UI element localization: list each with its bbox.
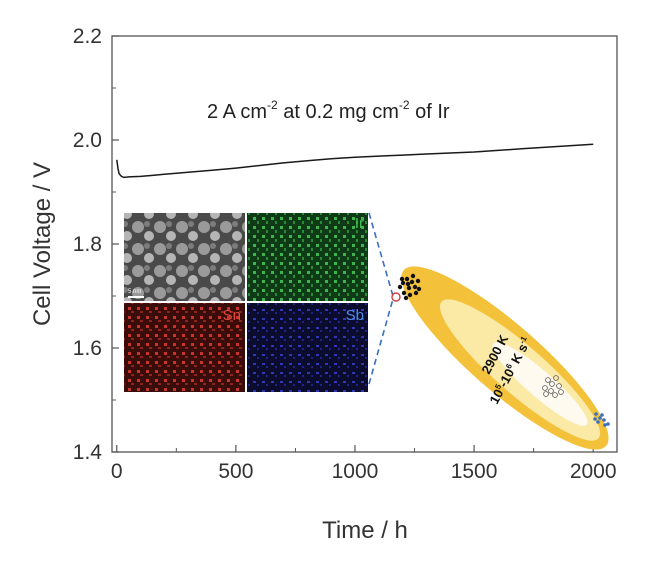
y-axis-title: Cell Voltage / V — [29, 162, 56, 326]
particle-dot — [400, 280, 406, 286]
cooled-dot — [600, 413, 604, 417]
grain-dot — [545, 377, 551, 383]
grain-dot — [542, 385, 548, 391]
particle-dot — [416, 286, 422, 292]
zoom-line-bottom — [368, 298, 394, 385]
y-axis-ticks: 1.4 1.6 1.8 2.0 2.2 — [73, 25, 119, 464]
y-tick-label: 1.4 — [73, 441, 103, 464]
sn-map — [124, 303, 245, 392]
particle-dot — [404, 276, 410, 282]
particle-dot — [415, 278, 421, 284]
grain-dot — [553, 375, 559, 381]
sem-map — [124, 213, 245, 301]
x-axis-title: Time / h — [322, 517, 408, 544]
x-tick-label: 0 — [111, 460, 123, 483]
condition-sup-2: -2 — [399, 98, 410, 112]
ir-map-label: Ir — [355, 215, 364, 232]
particle-cluster — [397, 273, 422, 301]
zoom-line-top — [368, 212, 394, 297]
sb-map-label: Sb — [346, 307, 364, 324]
y-tick-label: 1.8 — [73, 233, 102, 256]
condition-part-1: 2 A cm — [207, 101, 267, 123]
grain-dot — [543, 391, 549, 397]
zoom-target-circle — [391, 292, 401, 302]
y-tick-label: 2.2 — [73, 25, 102, 48]
particle-dot — [406, 285, 412, 291]
cooled-dot — [603, 423, 607, 427]
cooling-ellipse-inner — [492, 342, 588, 426]
grain-dot — [549, 381, 555, 387]
particle-dot — [412, 284, 418, 290]
y-tick-label: 2.0 — [73, 129, 102, 152]
cooled-dot — [593, 417, 597, 421]
particle-dot — [399, 276, 405, 282]
grain-dot — [552, 392, 558, 398]
ir-map — [247, 213, 368, 301]
sn-map-label: Sn — [223, 307, 241, 324]
grain-dot — [548, 388, 554, 394]
cooling-schematic: 2900 K 105-106 K s-1 — [397, 266, 610, 450]
grain-cluster — [542, 375, 564, 398]
particle-dot — [407, 292, 413, 298]
particle-dot — [405, 281, 411, 287]
particle-dot — [397, 284, 403, 290]
condition-annotation: 2 A cm-2 at 0.2 mg cm-2 of Ir — [207, 98, 450, 123]
sb-map — [247, 303, 368, 392]
cooled-dot — [594, 412, 598, 416]
cooled-particle-cluster — [593, 412, 610, 427]
scale-bar-label: 5 nm — [128, 289, 141, 295]
particle-dot — [403, 295, 409, 301]
cooled-dot — [596, 420, 600, 424]
cooled-dot — [598, 416, 602, 420]
cooled-dot — [602, 418, 606, 422]
grain-dot — [556, 383, 562, 389]
particle-dot — [413, 290, 419, 296]
particle-dot — [401, 290, 407, 296]
particle-dot — [409, 279, 415, 285]
x-tick-label: 1500 — [451, 460, 498, 483]
elemental-map-inset: 5 nm Ir Sn Sb — [124, 213, 368, 392]
condition-part-2: at 0.2 mg cm — [278, 101, 399, 123]
x-tick-label: 2000 — [570, 460, 617, 483]
x-tick-label: 1000 — [332, 460, 379, 483]
x-tick-label: 500 — [218, 460, 253, 483]
condition-part-3: of Ir — [410, 101, 450, 123]
grain-dot — [558, 389, 564, 395]
y-tick-label: 1.6 — [73, 337, 102, 360]
particle-dot — [410, 273, 416, 279]
x-axis-ticks: 0 500 1000 1500 2000 — [111, 445, 617, 483]
voltage-series-line — [116, 143, 594, 179]
condition-sup-1: -2 — [267, 98, 278, 112]
cooled-dot — [606, 422, 610, 426]
